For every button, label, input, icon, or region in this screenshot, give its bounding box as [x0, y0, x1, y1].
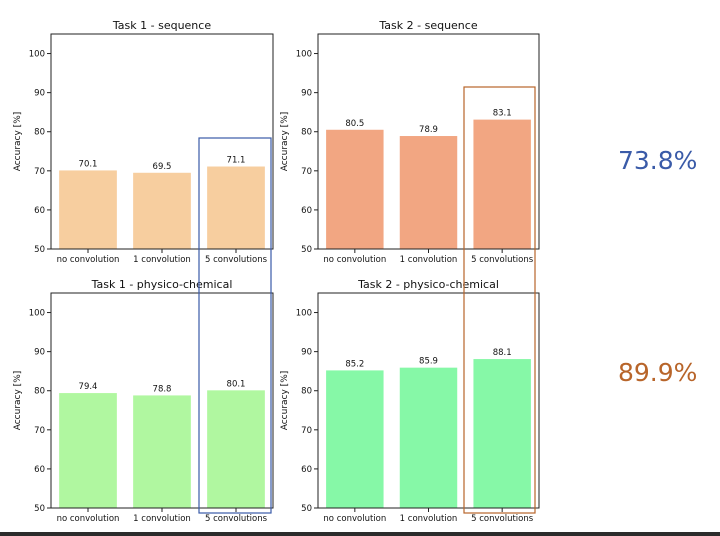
- task1-highlight-value: 73.8%: [618, 146, 698, 175]
- chart4-title: Task 2 - physico-chemical: [357, 278, 499, 291]
- chart2-bar: [473, 119, 531, 249]
- chart3-ytick-label: 100: [29, 309, 45, 319]
- chart3-ytick-label: 60: [34, 465, 45, 475]
- chart2-title: Task 2 - sequence: [378, 19, 477, 32]
- chart2-bar: [399, 136, 458, 249]
- chart1-ylabel: Accuracy [%]: [13, 112, 23, 172]
- chart2-xtick-label: 5 convolutions: [471, 255, 534, 265]
- chart4-axes-frame: [317, 292, 540, 509]
- chart2-ytick-label: 60: [301, 206, 312, 216]
- chart3-title: Task 1 - physico-chemical: [91, 278, 233, 291]
- bottom-border: [0, 532, 720, 536]
- task2-highlight-value: 89.9%: [618, 358, 698, 387]
- chart2-value-label: 83.1: [493, 109, 512, 119]
- chart1-ytick-label: 60: [34, 206, 45, 216]
- task1-highlight-box: [198, 137, 272, 514]
- chart3-bar: [133, 395, 191, 508]
- chart2-value-label: 78.9: [419, 125, 438, 135]
- chart3-ylabel: Accuracy [%]: [13, 371, 23, 431]
- chart3-value-label: 80.1: [227, 379, 246, 389]
- chart2-ytick-label: 100: [296, 50, 312, 60]
- chart4-ytick-label: 50: [301, 504, 312, 514]
- chart2-axes-frame: [317, 33, 540, 250]
- chart1-value-label: 71.1: [227, 156, 246, 166]
- chart2-bar: [326, 129, 384, 249]
- chart4-ytick-label: 100: [296, 309, 312, 319]
- chart3-ytick-label: 70: [34, 426, 45, 436]
- chart2-xtick-label: 1 convolution: [400, 255, 458, 265]
- chart3-ytick-label: 90: [34, 348, 45, 358]
- chart3-xtick-label: no convolution: [57, 514, 120, 524]
- chart1-xtick-label: no convolution: [57, 255, 120, 265]
- chart2-ytick-label: 70: [301, 167, 312, 177]
- chart1-ytick-label: 100: [29, 50, 45, 60]
- chart1-title: Task 1 - sequence: [112, 19, 211, 32]
- chart4-xtick-label: 1 convolution: [400, 514, 458, 524]
- chart3-value-label: 78.8: [153, 384, 172, 394]
- task2-highlight-box: [463, 86, 536, 514]
- chart4-ytick-label: 70: [301, 426, 312, 436]
- chart1-ytick-label: 90: [34, 89, 45, 99]
- chart1-bar: [59, 170, 117, 249]
- chart3-axes-frame: [50, 292, 274, 509]
- chart4-ytick-label: 80: [301, 387, 312, 397]
- chart1-value-label: 69.5: [153, 162, 172, 172]
- chart3-bar: [207, 390, 265, 508]
- chart1-bar: [207, 166, 265, 249]
- chart2-ytick-label: 50: [301, 245, 312, 255]
- chart2-ytick-label: 80: [301, 128, 312, 138]
- chart4-ytick-label: 90: [301, 348, 312, 358]
- chart3-bar: [59, 393, 117, 508]
- chart2-value-label: 80.5: [345, 119, 364, 129]
- chart2-xtick-label: no convolution: [323, 255, 386, 265]
- chart1-xtick-label: 1 convolution: [133, 255, 191, 265]
- chart1-ytick-label: 50: [34, 245, 45, 255]
- chart3-ytick-label: 80: [34, 387, 45, 397]
- chart3-ytick-label: 50: [34, 504, 45, 514]
- chart4-value-label: 85.9: [419, 357, 438, 367]
- chart1-xtick-label: 5 convolutions: [205, 255, 268, 265]
- chart4-xtick-label: no convolution: [323, 514, 386, 524]
- chart1-axes-frame: [50, 33, 274, 250]
- chart2-ytick-label: 90: [301, 89, 312, 99]
- chart1-ytick-label: 80: [34, 128, 45, 138]
- chart3-value-label: 79.4: [79, 382, 98, 392]
- chart4-value-label: 85.2: [345, 359, 364, 369]
- chart4-value-label: 88.1: [493, 348, 512, 358]
- chart4-bar: [473, 359, 531, 508]
- chart4-bar: [399, 367, 458, 508]
- chart4-xtick-label: 5 convolutions: [471, 514, 534, 524]
- chart3-xtick-label: 5 convolutions: [205, 514, 268, 524]
- chart1-ytick-label: 70: [34, 167, 45, 177]
- chart3-xtick-label: 1 convolution: [133, 514, 191, 524]
- chart4-ytick-label: 60: [301, 465, 312, 475]
- chart2-ylabel: Accuracy [%]: [280, 112, 290, 172]
- chart4-bar: [326, 370, 384, 508]
- chart4-ylabel: Accuracy [%]: [280, 371, 290, 431]
- chart1-bar: [133, 172, 191, 249]
- chart1-value-label: 70.1: [79, 159, 98, 169]
